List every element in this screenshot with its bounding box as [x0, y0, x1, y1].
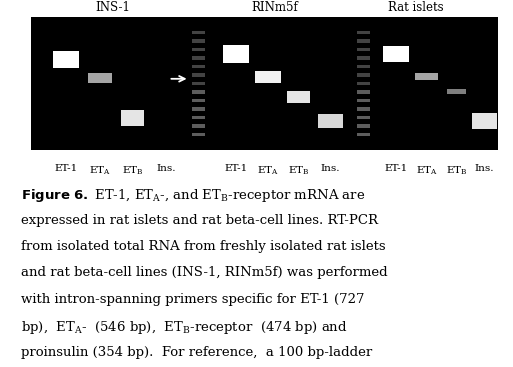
Text: Rat islets: Rat islets: [388, 1, 443, 14]
Bar: [318, 114, 343, 128]
Bar: [223, 45, 249, 63]
Bar: [192, 65, 205, 68]
Bar: [121, 110, 144, 126]
Bar: [357, 132, 370, 136]
Text: Ins.: Ins.: [321, 164, 340, 174]
Bar: [357, 99, 370, 102]
Bar: [357, 39, 370, 43]
Bar: [192, 56, 205, 60]
Bar: [192, 132, 205, 136]
Text: ET$_\mathregular{B}$: ET$_\mathregular{B}$: [288, 164, 309, 177]
Bar: [53, 51, 78, 68]
Bar: [357, 73, 370, 77]
Bar: [192, 73, 205, 77]
Bar: [357, 116, 370, 119]
Text: from isolated total RNA from freshly isolated rat islets: from isolated total RNA from freshly iso…: [21, 240, 385, 253]
Bar: [357, 31, 370, 34]
Bar: [416, 73, 438, 80]
Bar: [192, 31, 205, 34]
Text: Ins.: Ins.: [475, 164, 495, 174]
Text: ET-1: ET-1: [384, 164, 407, 174]
Bar: [31, 17, 498, 150]
Bar: [357, 65, 370, 68]
Bar: [357, 81, 370, 86]
Bar: [192, 116, 205, 119]
Bar: [255, 71, 281, 83]
Bar: [471, 113, 498, 129]
Bar: [192, 99, 205, 102]
Text: ET$_\mathregular{B}$: ET$_\mathregular{B}$: [122, 164, 143, 177]
Bar: [192, 90, 205, 94]
Text: expressed in rat islets and rat beta-cell lines. RT-PCR: expressed in rat islets and rat beta-cel…: [21, 214, 378, 226]
Text: Ins.: Ins.: [156, 164, 176, 174]
Text: INS-1: INS-1: [95, 1, 130, 14]
Text: and rat beta-cell lines (INS-1, RINm5f) was performed: and rat beta-cell lines (INS-1, RINm5f) …: [21, 266, 387, 279]
Text: ET$_\mathregular{A}$: ET$_\mathregular{A}$: [257, 164, 279, 177]
Bar: [192, 107, 205, 111]
Bar: [287, 91, 310, 103]
Text: ET$_\mathregular{A}$: ET$_\mathregular{A}$: [89, 164, 111, 177]
Bar: [192, 81, 205, 86]
Text: bp),  ET$_\mathregular{A}$-  (546 bp),  ET$_\mathregular{B}$-receptor  (474 bp) : bp), ET$_\mathregular{A}$- (546 bp), ET$…: [21, 319, 347, 336]
Bar: [192, 124, 205, 128]
Bar: [357, 48, 370, 51]
Text: RINm5f: RINm5f: [251, 1, 298, 14]
Bar: [447, 89, 466, 94]
Bar: [357, 90, 370, 94]
Text: ET-1: ET-1: [225, 164, 248, 174]
Bar: [88, 73, 111, 83]
Text: with intron-spanning primers specific for ET-1 (727: with intron-spanning primers specific fo…: [21, 293, 364, 306]
Bar: [357, 56, 370, 60]
Bar: [357, 107, 370, 111]
Text: proinsulin (354 bp).  For reference,  a 100 bp-ladder: proinsulin (354 bp). For reference, a 10…: [21, 346, 372, 359]
Text: ET$_\mathregular{B}$: ET$_\mathregular{B}$: [446, 164, 467, 177]
Text: ET$_\mathregular{A}$: ET$_\mathregular{A}$: [416, 164, 438, 177]
Bar: [192, 48, 205, 51]
Text: $\bf{Figure\ 6.}$ ET-1, ET$_\mathregular{A}$-, and ET$_\mathregular{B}$-receptor: $\bf{Figure\ 6.}$ ET-1, ET$_\mathregular…: [21, 187, 365, 204]
Text: ET-1: ET-1: [54, 164, 77, 174]
Bar: [383, 46, 409, 62]
Bar: [192, 39, 205, 43]
Bar: [357, 124, 370, 128]
